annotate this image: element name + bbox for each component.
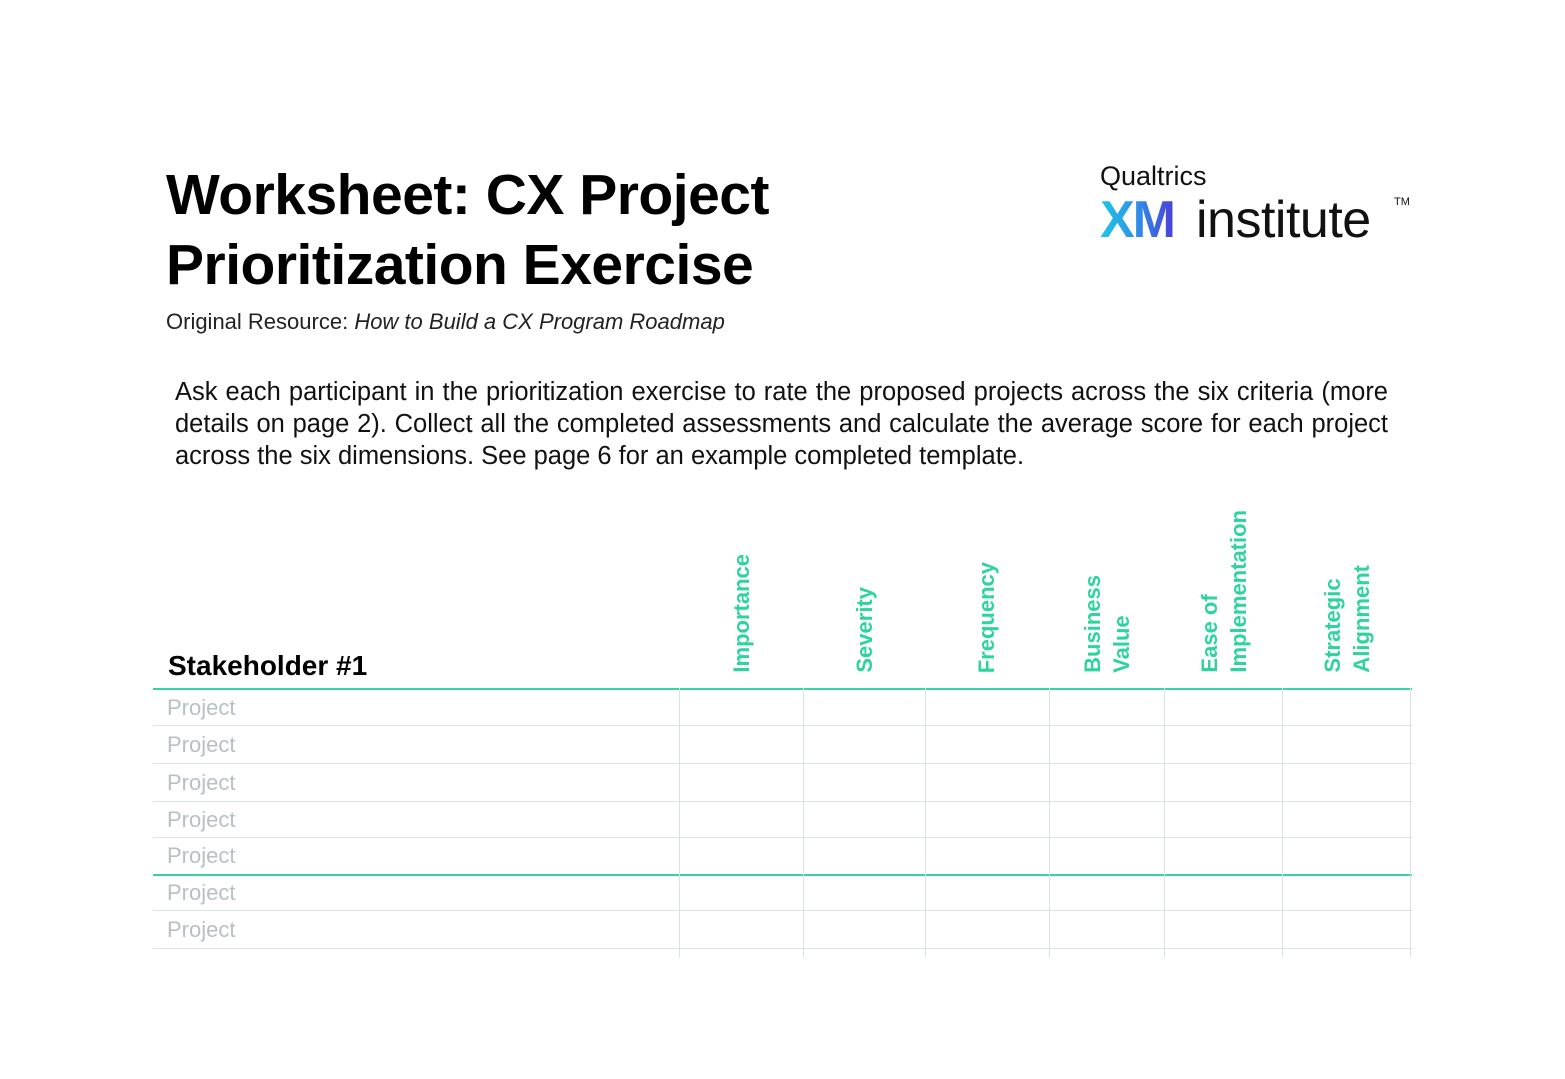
- column-header-line: Strategic: [1320, 578, 1345, 673]
- column-header-line: Value: [1109, 615, 1134, 673]
- title-line-2: Prioritization Exercise: [166, 233, 754, 297]
- column-header-strategic-alignment: Strategic Alignment: [1318, 565, 1376, 673]
- grid-column-line: [925, 688, 926, 958]
- original-resource: Original Resource: How to Build a CX Pro…: [166, 307, 725, 337]
- project-row-label: Project: [167, 843, 236, 868]
- stakeholder-label: Stakeholder #1: [168, 650, 368, 681]
- column-header-line: Ease of: [1197, 594, 1222, 673]
- column-header-importance: Importance: [727, 554, 756, 673]
- source-prefix: Original Resource:: [166, 309, 355, 334]
- column-header-ease-of-implementation: Ease of Implementation: [1195, 510, 1253, 673]
- grid-row-line: [153, 948, 1412, 949]
- project-row-label: Project: [167, 807, 236, 832]
- qualtrics-xm-institute-logo: Qualtrics XM institute TM: [1100, 160, 1420, 250]
- project-row-label: Project: [167, 770, 236, 795]
- grid-row-line: [153, 725, 1412, 726]
- column-header-frequency: Frequency: [972, 562, 1001, 673]
- grid-column-line: [1410, 688, 1411, 958]
- grid-section-rule: [153, 874, 1412, 876]
- column-header-line: Frequency: [974, 561, 999, 673]
- grid-column-line: [803, 688, 804, 958]
- project-row-label: Project: [167, 880, 236, 905]
- grid-column-line: [1282, 688, 1283, 958]
- source-title: How to Build a CX Program Roadmap: [354, 309, 725, 334]
- grid-column-line: [679, 688, 680, 958]
- logo-xm-text: XM: [1100, 191, 1176, 249]
- logo-qualtrics-text: Qualtrics: [1100, 161, 1207, 191]
- instructions-paragraph: Ask each participant in the prioritizati…: [175, 378, 1388, 470]
- grid-row-line: [153, 910, 1412, 911]
- grid-top-rule: [153, 688, 1412, 690]
- column-header-severity: Severity: [850, 587, 879, 673]
- page-title: Worksheet: CX Project Prioritization Exe…: [166, 160, 769, 300]
- grid-row-line: [153, 801, 1412, 802]
- project-row-label: Project: [167, 732, 236, 757]
- project-row-label: Project: [167, 917, 236, 942]
- column-header-line: Implementation: [1226, 510, 1251, 673]
- grid-column-line: [1049, 688, 1050, 958]
- grid-row-line: [153, 763, 1412, 764]
- grid-column-line: [1164, 688, 1165, 958]
- grid-row-line: [153, 837, 1412, 838]
- column-header-line: Alignment: [1349, 565, 1374, 673]
- title-line-1: Worksheet: CX Project: [166, 163, 769, 227]
- column-header-line: Importance: [729, 554, 754, 673]
- column-header-line: Severity: [852, 587, 877, 673]
- project-row-label: Project: [167, 695, 236, 720]
- logo-institute-text: institute: [1196, 191, 1371, 249]
- column-header-line: Business: [1080, 575, 1105, 673]
- column-header-business-value: Business Value: [1078, 575, 1136, 673]
- logo-trademark: TM: [1394, 196, 1410, 208]
- rating-grid: Project Project Project Project Project …: [153, 688, 1412, 958]
